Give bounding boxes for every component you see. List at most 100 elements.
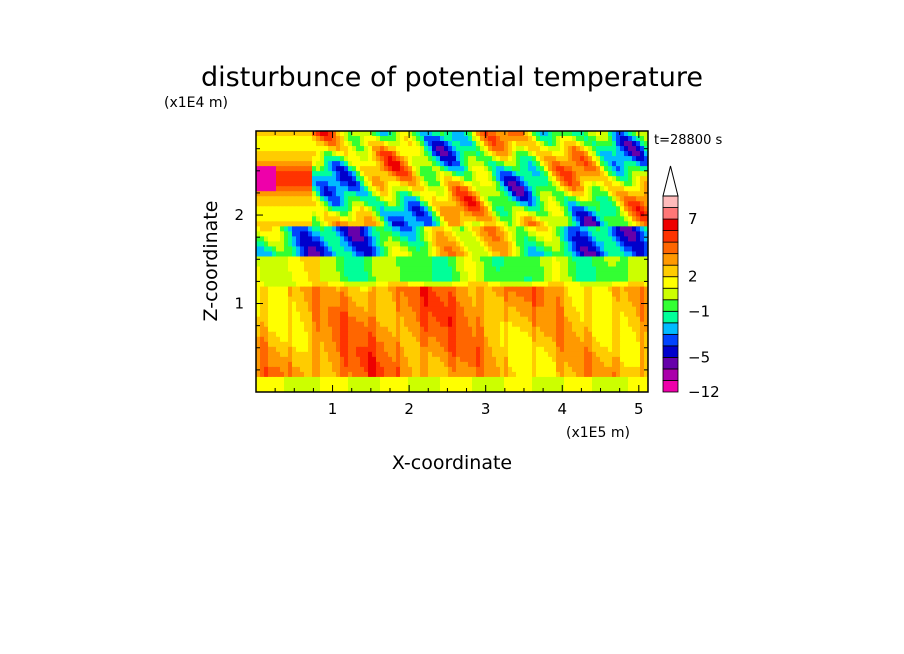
field-cell bbox=[572, 151, 577, 157]
field-cell bbox=[480, 171, 485, 177]
field-cell bbox=[476, 276, 481, 283]
field-cell bbox=[544, 201, 549, 207]
field-cell bbox=[344, 181, 349, 187]
field-cell bbox=[268, 346, 273, 353]
field-cell bbox=[600, 226, 605, 232]
field-cell bbox=[628, 246, 633, 253]
field-cell bbox=[548, 211, 553, 217]
field-cell bbox=[644, 221, 648, 227]
field-cell bbox=[348, 171, 353, 177]
field-cell bbox=[332, 141, 337, 147]
field-cell bbox=[508, 321, 513, 328]
field-cell bbox=[624, 216, 629, 222]
field-cell bbox=[384, 346, 389, 353]
field-cell bbox=[256, 141, 261, 147]
field-cell bbox=[388, 226, 393, 232]
field-cell bbox=[632, 176, 637, 182]
field-cell bbox=[580, 161, 585, 167]
field-cell bbox=[284, 331, 289, 338]
field-cell bbox=[324, 161, 329, 167]
field-cell bbox=[384, 246, 389, 253]
field-cell bbox=[532, 221, 537, 227]
field-cell bbox=[504, 261, 509, 268]
field-cell bbox=[620, 336, 625, 343]
field-cell bbox=[456, 296, 461, 303]
field-cell bbox=[424, 176, 429, 182]
field-cell bbox=[480, 371, 485, 378]
field-cell bbox=[640, 276, 645, 283]
field-cell bbox=[596, 196, 601, 202]
field-cell bbox=[516, 381, 521, 388]
field-cell bbox=[432, 246, 437, 253]
field-cell bbox=[468, 376, 473, 383]
field-cell bbox=[552, 206, 557, 212]
field-cell bbox=[548, 171, 553, 177]
field-cell bbox=[564, 361, 569, 368]
field-cell bbox=[644, 321, 648, 328]
field-cell bbox=[536, 316, 541, 323]
field-cell bbox=[644, 306, 648, 313]
field-cell bbox=[504, 256, 509, 263]
field-cell bbox=[524, 246, 529, 253]
field-cell bbox=[376, 296, 381, 303]
field-cell bbox=[436, 201, 441, 207]
field-cell bbox=[556, 166, 561, 172]
field-cell bbox=[484, 276, 489, 283]
field-cell bbox=[552, 166, 557, 172]
field-cell bbox=[508, 351, 513, 358]
field-cell bbox=[444, 321, 449, 328]
field-cell bbox=[504, 231, 509, 237]
field-cell bbox=[460, 151, 465, 157]
field-cell bbox=[260, 176, 265, 182]
field-cell bbox=[272, 246, 277, 253]
field-cell bbox=[508, 256, 513, 263]
field-cell bbox=[308, 161, 313, 167]
field-cell bbox=[640, 361, 645, 368]
field-cell bbox=[320, 246, 325, 253]
field-cell bbox=[268, 306, 273, 313]
field-cell bbox=[484, 311, 489, 318]
field-cell bbox=[340, 346, 345, 353]
field-cell bbox=[476, 341, 481, 348]
field-cell bbox=[384, 291, 389, 298]
field-cell bbox=[536, 196, 541, 202]
field-cell bbox=[480, 131, 485, 137]
field-cell bbox=[572, 241, 577, 248]
field-cell bbox=[632, 376, 637, 383]
field-cell bbox=[464, 181, 469, 187]
field-cell bbox=[608, 241, 613, 248]
field-cell bbox=[528, 191, 533, 197]
field-cell bbox=[476, 141, 481, 147]
field-cell bbox=[608, 161, 613, 167]
field-cell bbox=[368, 176, 373, 182]
field-cell bbox=[340, 291, 345, 298]
field-cell bbox=[440, 251, 445, 258]
field-cell bbox=[408, 381, 413, 388]
field-cell bbox=[504, 341, 509, 348]
field-cell bbox=[444, 161, 449, 167]
field-cell bbox=[300, 271, 305, 278]
field-cell bbox=[464, 286, 469, 293]
field-cell bbox=[536, 131, 541, 137]
field-cell bbox=[372, 216, 377, 222]
field-cell bbox=[536, 361, 541, 368]
field-cell bbox=[616, 356, 621, 363]
field-cell bbox=[440, 206, 445, 212]
field-cell bbox=[320, 241, 325, 248]
field-cell bbox=[504, 156, 509, 162]
field-cell bbox=[268, 166, 273, 172]
field-cell bbox=[300, 186, 305, 192]
field-cell bbox=[496, 311, 501, 318]
field-cell bbox=[468, 331, 473, 338]
field-cell bbox=[328, 311, 333, 318]
field-cell bbox=[536, 281, 541, 288]
field-cell bbox=[436, 191, 441, 197]
field-cell bbox=[572, 291, 577, 298]
field-cell bbox=[444, 236, 449, 243]
field-cell bbox=[628, 211, 633, 217]
field-cell bbox=[460, 221, 465, 227]
field-cell bbox=[628, 196, 633, 202]
field-cell bbox=[460, 136, 465, 142]
field-cell bbox=[440, 226, 445, 232]
